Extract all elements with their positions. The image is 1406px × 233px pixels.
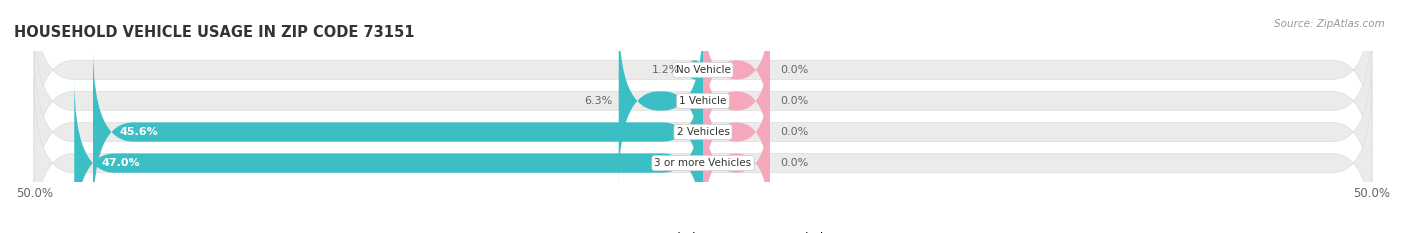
FancyBboxPatch shape <box>619 17 703 185</box>
Text: Source: ZipAtlas.com: Source: ZipAtlas.com <box>1274 19 1385 29</box>
Text: 0.0%: 0.0% <box>780 96 808 106</box>
Text: 47.0%: 47.0% <box>101 158 139 168</box>
Text: 0.0%: 0.0% <box>780 127 808 137</box>
Legend: Owner-occupied, Renter-occupied: Owner-occupied, Renter-occupied <box>578 227 828 233</box>
FancyBboxPatch shape <box>688 60 703 79</box>
Text: 0.0%: 0.0% <box>780 158 808 168</box>
Text: No Vehicle: No Vehicle <box>675 65 731 75</box>
FancyBboxPatch shape <box>703 2 770 138</box>
Text: 3 or more Vehicles: 3 or more Vehicles <box>654 158 752 168</box>
FancyBboxPatch shape <box>34 48 1372 216</box>
FancyBboxPatch shape <box>703 33 770 169</box>
FancyBboxPatch shape <box>34 79 1372 233</box>
Text: 2 Vehicles: 2 Vehicles <box>676 127 730 137</box>
FancyBboxPatch shape <box>34 17 1372 185</box>
Text: 1.2%: 1.2% <box>652 65 681 75</box>
Text: 0.0%: 0.0% <box>780 65 808 75</box>
FancyBboxPatch shape <box>703 95 770 231</box>
Text: 45.6%: 45.6% <box>120 127 159 137</box>
FancyBboxPatch shape <box>75 79 703 233</box>
FancyBboxPatch shape <box>703 64 770 200</box>
FancyBboxPatch shape <box>34 0 1372 154</box>
Text: 1 Vehicle: 1 Vehicle <box>679 96 727 106</box>
Text: HOUSEHOLD VEHICLE USAGE IN ZIP CODE 73151: HOUSEHOLD VEHICLE USAGE IN ZIP CODE 7315… <box>14 25 415 40</box>
FancyBboxPatch shape <box>93 48 703 216</box>
Text: 6.3%: 6.3% <box>583 96 612 106</box>
